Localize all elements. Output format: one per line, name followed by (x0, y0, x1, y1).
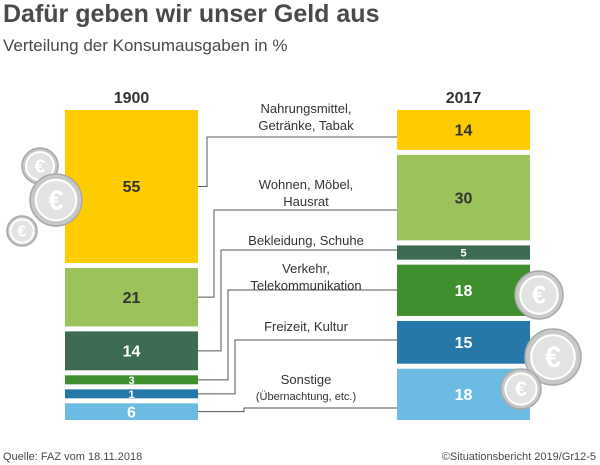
copyright-note: ©Situationsbericht 2019/Gr12-5 (441, 451, 596, 463)
column-header-2017: 2017 (446, 90, 482, 107)
connector-line (198, 249, 397, 352)
bar-1900-0 (65, 110, 198, 263)
value-label-2017-3: 18 (455, 283, 473, 300)
value-label-1900-0: 55 (123, 179, 141, 196)
value-label-1900-2: 14 (123, 344, 141, 361)
value-label-2017-2: 5 (460, 247, 466, 259)
euro-coin-icon: € (514, 270, 564, 320)
euro-coin-icon: € (500, 368, 542, 410)
bar-1900-1 (65, 267, 198, 327)
page-subtitle: Verteilung der Konsumausgaben in % (3, 36, 288, 55)
bar-1900-4 (65, 389, 198, 399)
value-label-2017-1: 30 (455, 190, 473, 207)
connector-line (198, 289, 397, 381)
euro-coin-icon: € (6, 215, 38, 247)
category-label: Hausrat (283, 194, 329, 209)
svg-text:€: € (35, 156, 46, 177)
value-label-1900-5: 6 (127, 404, 136, 421)
value-label-1900-3: 3 (128, 375, 134, 387)
value-label-2017-0: 14 (455, 123, 473, 140)
bar-1900-2 (65, 331, 198, 371)
category-label: (Übernachtung, etc.) (256, 391, 356, 403)
category-label: Nahrungsmittel, (260, 101, 351, 116)
category-label: Sonstige (281, 372, 332, 387)
connector-line (198, 136, 397, 187)
value-label-1900-4: 1 (128, 389, 134, 401)
connector-line (198, 339, 397, 395)
bar-2017-2 (397, 245, 530, 260)
svg-text:€: € (532, 282, 546, 310)
category-label: Verkehr, (282, 261, 330, 276)
value-label-2017-4: 15 (455, 335, 473, 352)
bar-1900-5 (65, 403, 198, 420)
connector-line (198, 209, 397, 298)
column-header-1900: 1900 (114, 90, 150, 107)
category-label: Telekommunikation (250, 278, 361, 293)
bar-2017-4 (397, 320, 530, 364)
svg-text:€: € (18, 223, 27, 240)
category-label: Bekleidung, Schuhe (248, 233, 364, 248)
svg-text:€: € (48, 184, 63, 215)
bar-2017-1 (397, 154, 530, 241)
category-label: Getränke, Tabak (258, 118, 354, 133)
svg-text:€: € (515, 378, 527, 401)
page-title: Dafür geben wir unser Geld aus (3, 0, 380, 28)
connector-line (198, 407, 397, 413)
euro-coin-icon: € (29, 173, 83, 227)
source-note: Quelle: FAZ vom 18.11.2018 (3, 451, 143, 463)
category-label: Wohnen, Möbel, (259, 177, 353, 192)
bar-1900-3 (65, 375, 198, 385)
euro-coin-icon: € (524, 328, 582, 386)
svg-text:€: € (545, 341, 561, 374)
bar-2017-0 (397, 110, 530, 150)
value-label-1900-1: 21 (123, 290, 141, 307)
bar-2017-3 (397, 264, 530, 316)
value-label-2017-5: 18 (455, 387, 473, 404)
category-label: Freizeit, Kultur (264, 319, 348, 334)
